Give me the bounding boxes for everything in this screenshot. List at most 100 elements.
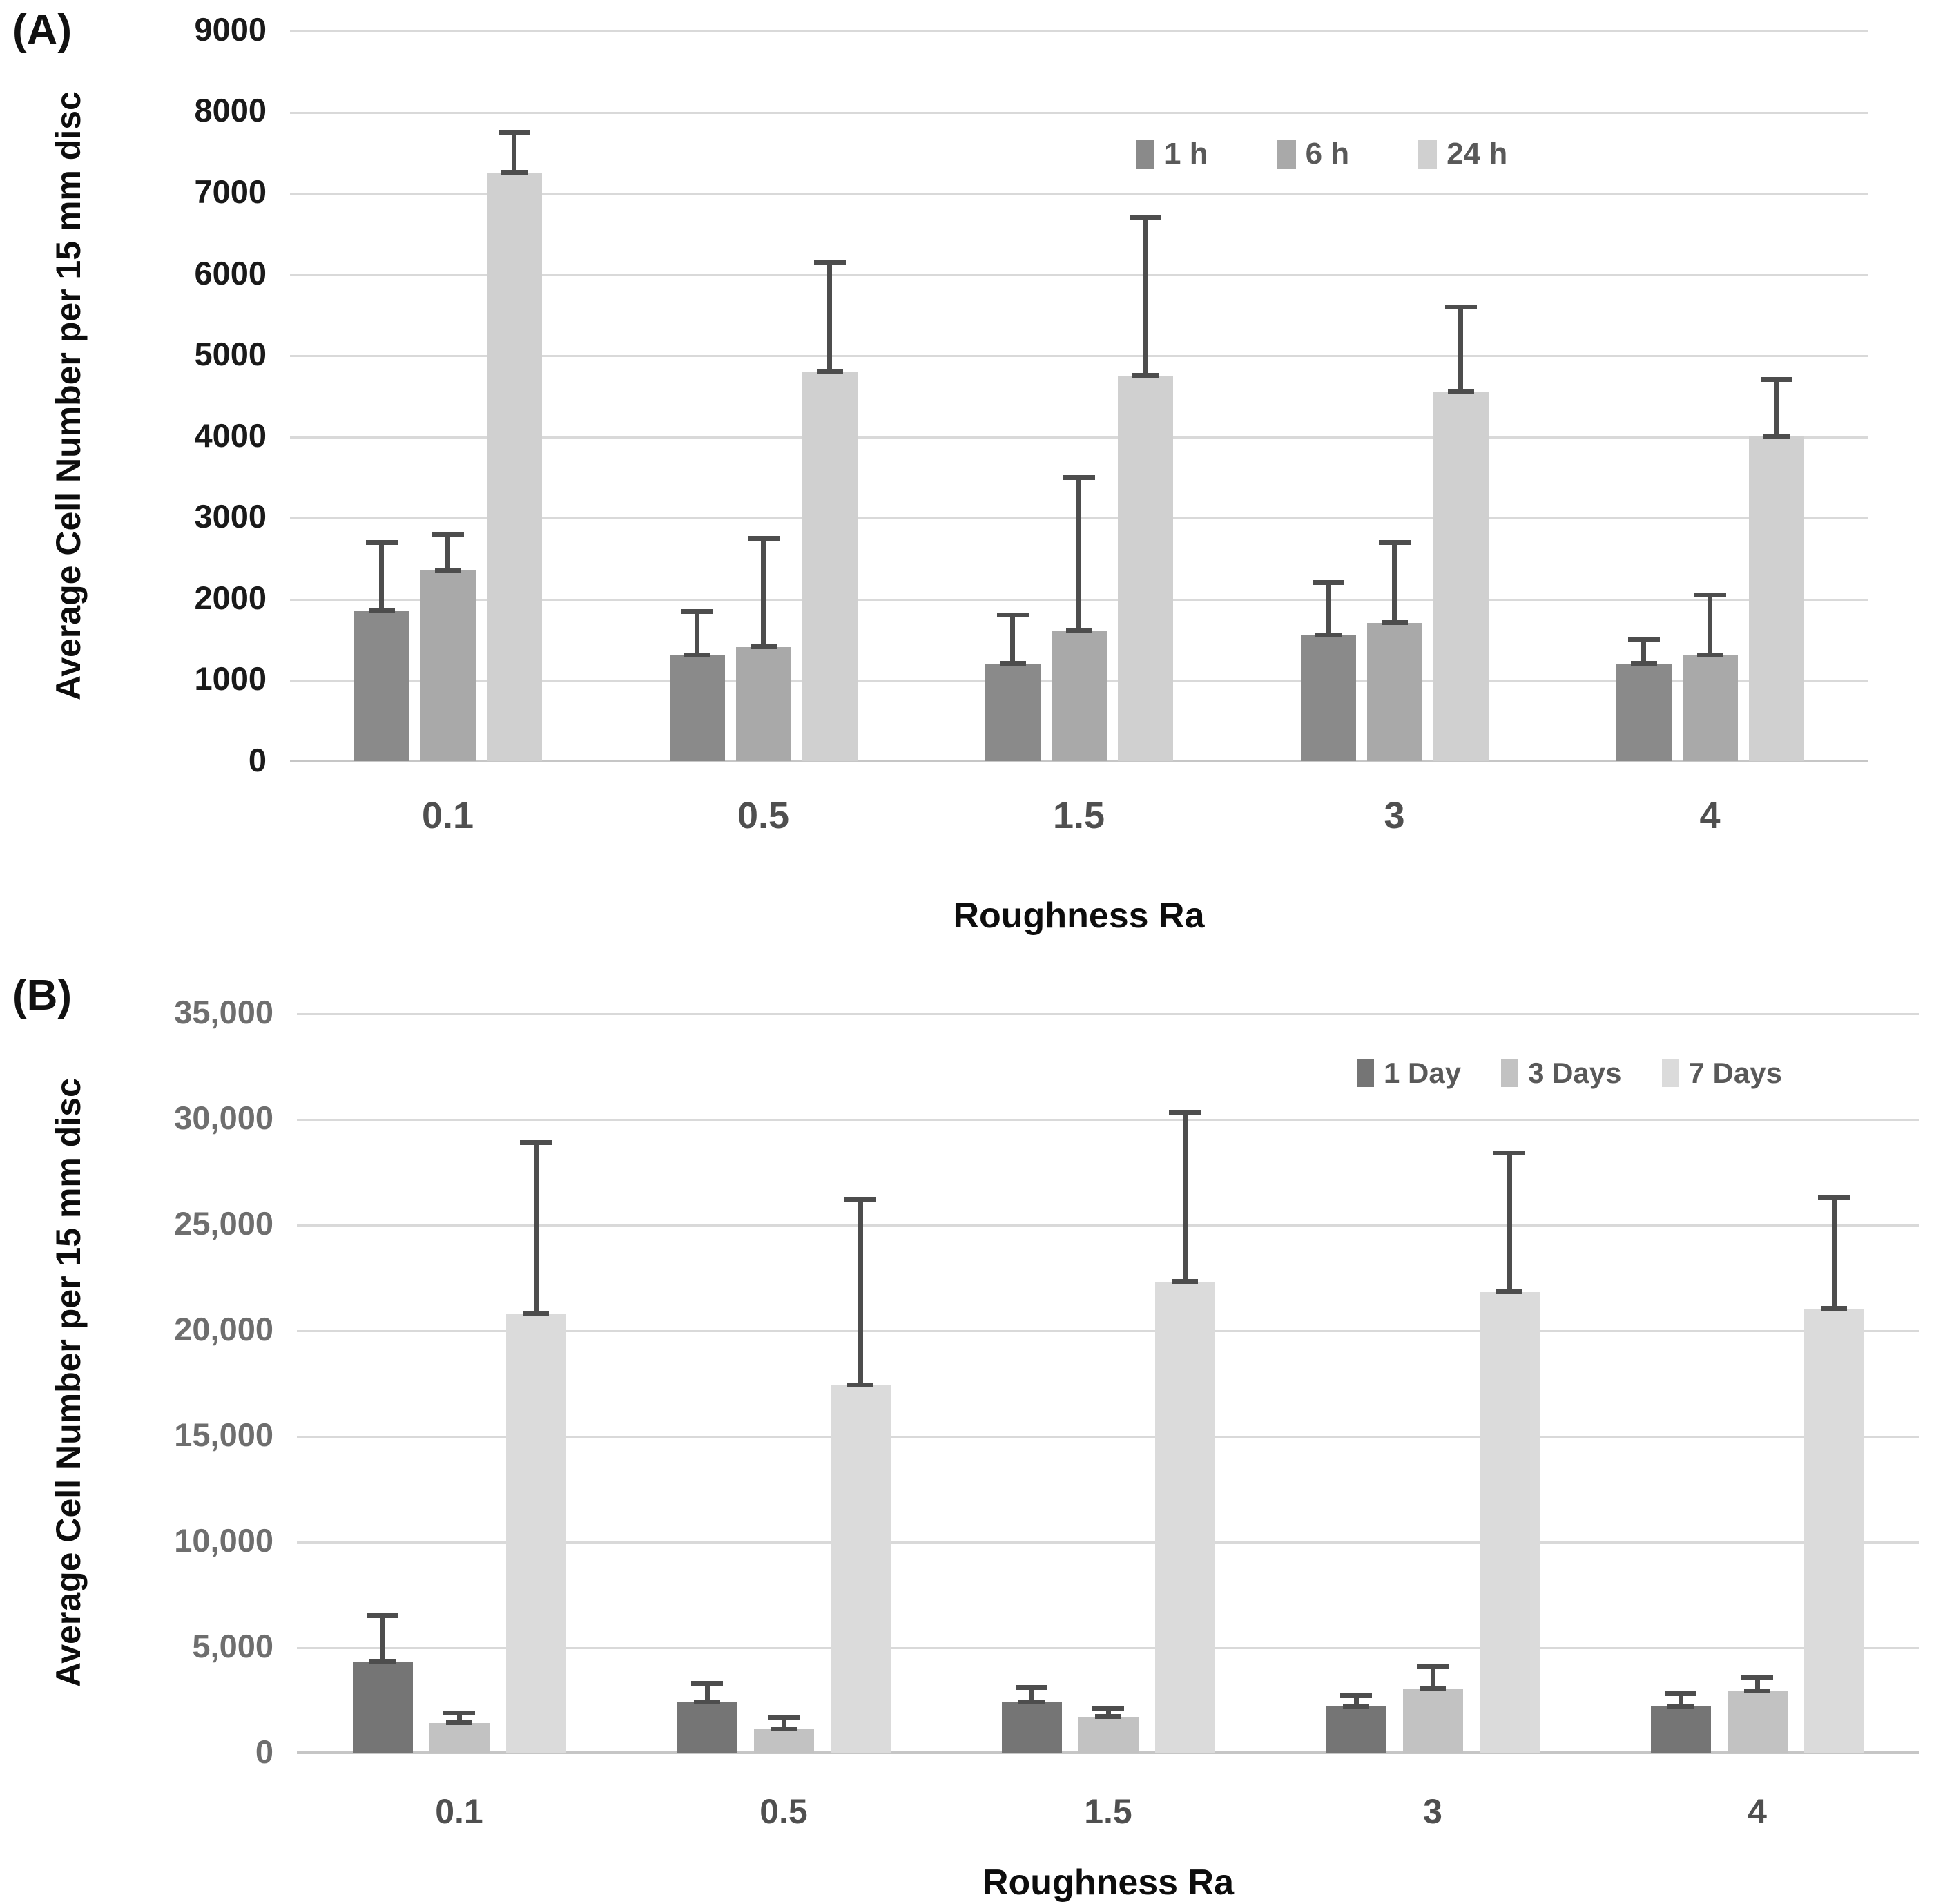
error-bar — [1029, 1687, 1034, 1702]
legend-item-7-days: 7 Days — [1661, 1057, 1782, 1090]
error-bar-cap — [691, 1681, 723, 1686]
gridline — [290, 273, 1868, 276]
bar-6-h-0.5 — [735, 647, 791, 761]
y-tick-label: 35,000 — [174, 993, 273, 1030]
gridline — [297, 1436, 1919, 1438]
y-tick-label: 3000 — [194, 498, 267, 535]
panel-b-legend: 1 Day 3 Days 7 Days — [1357, 1057, 1782, 1090]
gridline — [290, 193, 1868, 195]
error-bar-foot — [750, 644, 777, 650]
error-bar-foot — [694, 1699, 720, 1704]
error-bar-foot — [1315, 632, 1342, 637]
error-bar-cap — [1444, 304, 1477, 309]
error-bar — [704, 1683, 710, 1702]
legend-swatch-icon — [1661, 1059, 1679, 1087]
error-bar-cap — [1417, 1664, 1449, 1669]
gridline — [290, 30, 1868, 32]
y-tick-label: 2000 — [194, 579, 267, 616]
error-bar-foot — [368, 608, 395, 613]
panel-a: (A) Average Cell Number per 15 mm disc 9… — [12, 6, 1868, 936]
legend-item-1-h: 1 h — [1136, 137, 1208, 171]
error-bar-cap — [443, 1710, 475, 1715]
error-bar — [1754, 1676, 1760, 1692]
x-category-label: 1.5 — [1084, 1792, 1132, 1831]
error-bar-foot — [1132, 372, 1159, 378]
bar-1-h-0.5 — [669, 655, 725, 761]
error-bar-cap — [1063, 474, 1095, 480]
y-tick-label: 9000 — [194, 10, 267, 48]
x-axis-line — [297, 1751, 1919, 1754]
bar-7-days-4 — [1803, 1309, 1864, 1753]
panel-a-legend: 1 h 6 h 24 h — [1136, 137, 1507, 171]
y-tick-label: 6000 — [194, 254, 267, 291]
x-category-label: 0.1 — [435, 1792, 483, 1831]
error-bar — [1182, 1112, 1188, 1282]
gridline — [297, 1647, 1919, 1649]
error-bar-cap — [432, 531, 464, 537]
bar-3-days-0.5 — [753, 1729, 814, 1753]
y-tick-label: 25,000 — [174, 1204, 273, 1242]
bar-7-days-3 — [1479, 1291, 1540, 1753]
gridline — [290, 355, 1868, 358]
y-tick-label: 4000 — [194, 416, 267, 454]
error-bar — [445, 533, 450, 570]
error-bar-foot — [1630, 660, 1657, 666]
bar-3-days-4 — [1727, 1691, 1788, 1753]
error-bar-cap — [768, 1714, 800, 1720]
error-bar-cap — [1665, 1691, 1696, 1697]
y-tick-label: 1000 — [194, 660, 267, 698]
gridline — [290, 436, 1868, 439]
gridline — [297, 1119, 1919, 1121]
legend-label: 24 h — [1447, 137, 1508, 171]
error-bar-foot — [1821, 1306, 1847, 1311]
bar-1-day-1.5 — [1001, 1702, 1062, 1753]
panel-b-x-axis-title: Roughness Ra — [982, 1863, 1235, 1903]
error-bar-cap — [367, 1613, 398, 1619]
bar-3-days-1.5 — [1078, 1716, 1139, 1753]
error-bar-foot — [816, 368, 843, 374]
panel-b-plot-area: 35,000 30,000 25,000 20,000 15,000 10,000 5,00… — [174, 994, 1919, 1831]
bar-6-h-4 — [1682, 655, 1738, 761]
error-bar — [1076, 477, 1081, 631]
error-bar-cap — [844, 1197, 876, 1202]
panel-a-x-axis-title: Roughness Ra — [953, 896, 1205, 936]
error-bar — [1831, 1197, 1837, 1309]
legend-item-6-h: 6 h — [1277, 137, 1350, 171]
error-bar — [1641, 639, 1646, 664]
error-bar — [1353, 1695, 1359, 1706]
bar-1-day-3 — [1326, 1706, 1386, 1753]
bar-6-h-1.5 — [1051, 631, 1107, 761]
x-category-label: 4 — [1748, 1792, 1767, 1831]
panel-a-plot-area: 9000 8000 7000 6000 5000 4000 3000 2000 1000 0 0.1… — [194, 11, 1868, 836]
error-bar-foot — [1763, 433, 1790, 439]
y-tick-label: 5000 — [194, 336, 267, 373]
gridline — [297, 1013, 1919, 1015]
y-tick-label: 0 — [255, 1733, 273, 1770]
error-bar-cap — [996, 613, 1029, 618]
legend-swatch-icon — [1277, 140, 1296, 169]
bar-24-h-3 — [1433, 392, 1489, 761]
error-bar-cap — [1340, 1693, 1372, 1699]
error-bar-foot — [1696, 653, 1723, 658]
bar-3-days-3 — [1402, 1689, 1463, 1753]
error-bar-cap — [365, 539, 398, 545]
error-bar-foot — [1447, 389, 1474, 394]
error-bar-cap — [813, 260, 846, 265]
error-bar-foot — [1744, 1689, 1770, 1694]
error-bar — [781, 1716, 786, 1730]
error-bar — [1392, 541, 1397, 624]
error-bar — [1774, 379, 1779, 436]
error-bar-foot — [684, 653, 710, 658]
error-bar — [1143, 217, 1148, 376]
y-tick-label: 8000 — [194, 92, 267, 129]
x-category-label: 0.5 — [737, 795, 790, 836]
error-bar-cap — [1312, 580, 1344, 586]
error-bar-cap — [1169, 1110, 1201, 1115]
error-bar-foot — [1018, 1699, 1045, 1704]
y-tick-label: 5,000 — [192, 1627, 273, 1664]
legend-label: 6 h — [1305, 137, 1350, 171]
error-bar-cap — [747, 535, 780, 541]
gridline — [297, 1224, 1919, 1227]
error-bar-foot — [1095, 1713, 1121, 1719]
error-bar — [533, 1142, 539, 1314]
